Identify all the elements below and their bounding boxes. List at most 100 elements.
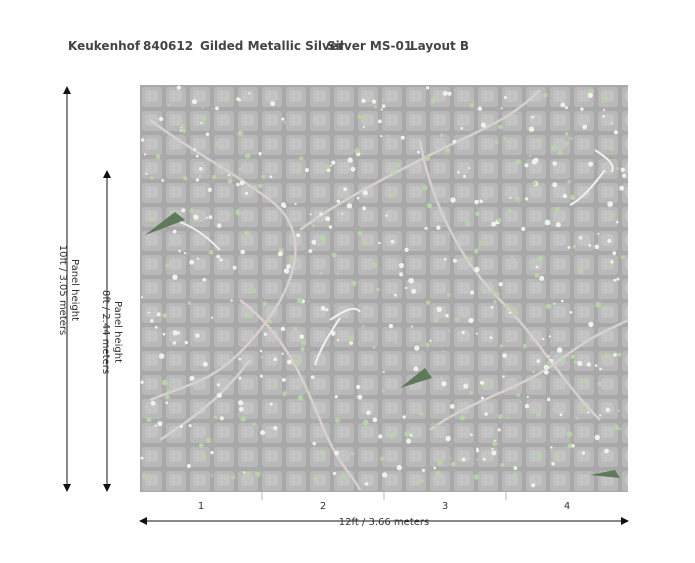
blossom [238,406,244,412]
blossom [559,413,563,417]
blossom [425,155,431,161]
blossom [424,226,428,230]
blossom [594,364,598,367]
blossom [343,187,347,192]
blossom [332,471,337,476]
full-height-dimension: Panel height 10ft / 3.05 meters [57,86,80,492]
panel-label: 3 [442,501,448,512]
blossom [560,102,566,108]
blossom [200,115,207,122]
blossom [453,258,457,263]
blossom [304,387,309,392]
blossom [564,106,568,110]
blossom [531,115,534,119]
blossom [582,124,587,130]
blossom [202,277,207,282]
blossom [195,178,200,182]
blossom [439,133,444,138]
blossom [351,280,357,286]
blossom [299,156,304,161]
blossom [491,447,494,451]
blossom [178,249,181,253]
blossom [498,282,503,287]
blossom [260,430,266,436]
blossom [430,98,436,104]
wallpaper-preview [140,85,629,500]
blossom [547,355,550,357]
blossom [238,357,242,361]
blossom [447,91,452,96]
blossom [522,343,528,349]
blossom [583,407,588,412]
blossom [280,202,286,208]
blossom [476,449,479,453]
blossom [286,264,291,269]
blossom [537,453,543,459]
blossom [390,239,395,244]
blossom [336,339,339,342]
blossom [145,172,148,175]
blossom [411,325,413,328]
blossom [572,244,577,249]
blossom [491,450,497,456]
blossom [268,319,272,324]
width-dimension: 12ft / 3.66 meters [139,517,629,528]
blossom [193,148,197,151]
blossom [604,448,609,454]
blossom [341,472,347,478]
blossom [420,478,424,483]
blossom [543,369,549,375]
blossom [408,211,412,214]
blossom [154,325,158,329]
blossom [391,169,396,175]
blossom [238,400,244,406]
blossom [232,265,237,270]
blossom [616,277,620,281]
blossom [429,339,432,342]
blossom [277,251,283,257]
header-item: Silver MS-01 [327,39,412,53]
blossom [235,209,241,216]
header-item: Layout B [410,39,469,53]
blossom [348,335,354,341]
blossom [187,301,192,305]
blossom [610,122,613,125]
blossom [243,471,246,474]
blossom [587,92,594,98]
blossom [435,470,441,476]
blossom [176,331,180,335]
blossom [495,292,500,297]
blossom [441,381,447,387]
blossom [388,323,394,329]
blossom [167,103,170,107]
blossom [289,255,294,260]
blossom [148,311,150,314]
blossom [300,347,305,352]
blossom [283,268,290,274]
blossom [328,225,333,229]
blossom [245,153,251,159]
texture [140,85,628,492]
blossom [531,478,535,482]
blossom [191,99,198,105]
blossom [515,196,520,202]
blossom [195,154,199,158]
blossom [269,402,273,406]
blossom [615,167,619,170]
blossom [382,389,385,393]
blossom [567,180,571,184]
blossom [350,166,356,172]
blossom [470,290,475,295]
blossom [238,98,241,102]
panel-dividers [261,492,507,500]
blossom [244,313,250,319]
blossom [230,299,233,302]
blossom [599,367,602,371]
blossom [334,450,340,456]
blossom [434,424,440,429]
blossom [447,330,450,333]
blossom [539,275,545,281]
blossom [158,116,164,122]
blossom [394,341,397,345]
blossom [565,141,570,146]
